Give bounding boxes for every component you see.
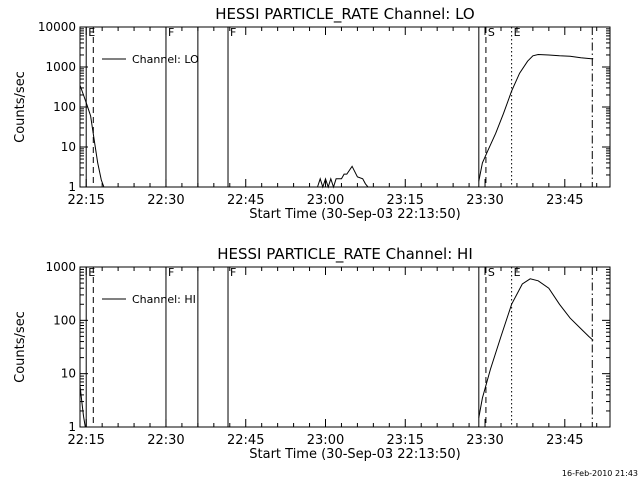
x-tick-label: 23:00 [307,193,344,208]
series-line [79,385,86,428]
y-tick-label: 100 [53,100,76,114]
event-marker-label: F [168,266,174,279]
chart-panel-hi: HESSI PARTICLE_RATE Channel: HI 1 10 100 100… [13,245,611,462]
chart-title: HESSI PARTICLE_RATE Channel: LO [215,5,474,24]
chart-panel-lo: HESSI PARTICLE_RATE Channel: LO 1 10 100 100… [13,5,611,222]
footer-timestamp: 16-Feb-2010 21:43 [562,469,638,478]
series-line [317,165,369,189]
x-tick-label: 23:45 [546,433,583,448]
x-axis-label: Start Time (30-Sep-03 22:13:50) [249,207,460,222]
event-marker-label: S [488,26,495,39]
event-marker-label: E [514,266,521,279]
legend-label: Channel: HI [132,293,196,306]
y-tick-label: 1 [68,420,76,434]
x-tick-label: 22:30 [147,193,184,208]
x-axis-label: Start Time (30-Sep-03 22:13:50) [249,447,460,462]
y-tick-label: 1000 [45,60,76,74]
x-tick-label: 23:15 [387,193,424,208]
y-tick-label: 10 [61,140,76,154]
event-marker-label: F [230,266,236,279]
y-tick-label: 1 [68,180,76,194]
x-tick-label: 23:30 [466,433,503,448]
y-axis-label: Counts/sec [13,71,28,143]
x-tick-label: 22:45 [227,193,264,208]
x-tick-label: 22:45 [227,433,264,448]
y-tick-label: 100 [53,313,76,327]
event-marker-label: E [88,266,95,279]
x-tick-label: 22:15 [67,193,104,208]
y-tick-label: 1000 [45,260,76,274]
y-tick-label: 10000 [38,20,76,34]
series-line [478,278,594,418]
x-tick-label: 22:15 [67,433,104,448]
y-axis-label: Counts/sec [13,311,28,383]
event-marker-label: S [488,266,495,279]
plot-frame [79,26,611,188]
event-marker-label: E [88,26,95,39]
x-tick-label: 23:45 [546,193,583,208]
y-tick-label: 10 [61,367,76,381]
series-line [478,53,594,182]
x-tick-label: 22:30 [147,433,184,448]
x-tick-label: 23:30 [466,193,503,208]
legend-label: Channel: LO [132,53,199,66]
chart-title: HESSI PARTICLE_RATE Channel: HI [217,245,473,264]
event-marker-label: E [514,26,521,39]
event-marker-label: F [230,26,236,39]
plot-frame [79,266,611,428]
event-marker-label: F [168,26,174,39]
x-tick-label: 23:15 [387,433,424,448]
series-line [79,85,105,188]
x-tick-label: 23:00 [307,433,344,448]
